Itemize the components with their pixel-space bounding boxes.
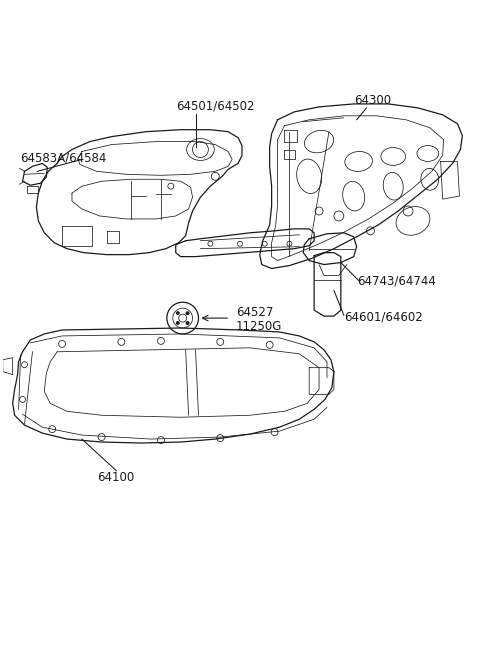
Text: 64601/64602: 64601/64602: [344, 310, 422, 323]
Text: 11250G: 11250G: [236, 320, 282, 333]
Text: 64583A/64584: 64583A/64584: [21, 152, 107, 164]
Circle shape: [186, 311, 190, 315]
Text: 64100: 64100: [96, 471, 134, 484]
Text: 64300: 64300: [354, 94, 391, 107]
Text: 64743/64744: 64743/64744: [357, 275, 435, 288]
Circle shape: [186, 321, 190, 325]
Text: 64501/64502: 64501/64502: [176, 100, 254, 113]
Circle shape: [176, 311, 180, 315]
Text: 64527: 64527: [236, 306, 274, 319]
Circle shape: [176, 321, 180, 325]
